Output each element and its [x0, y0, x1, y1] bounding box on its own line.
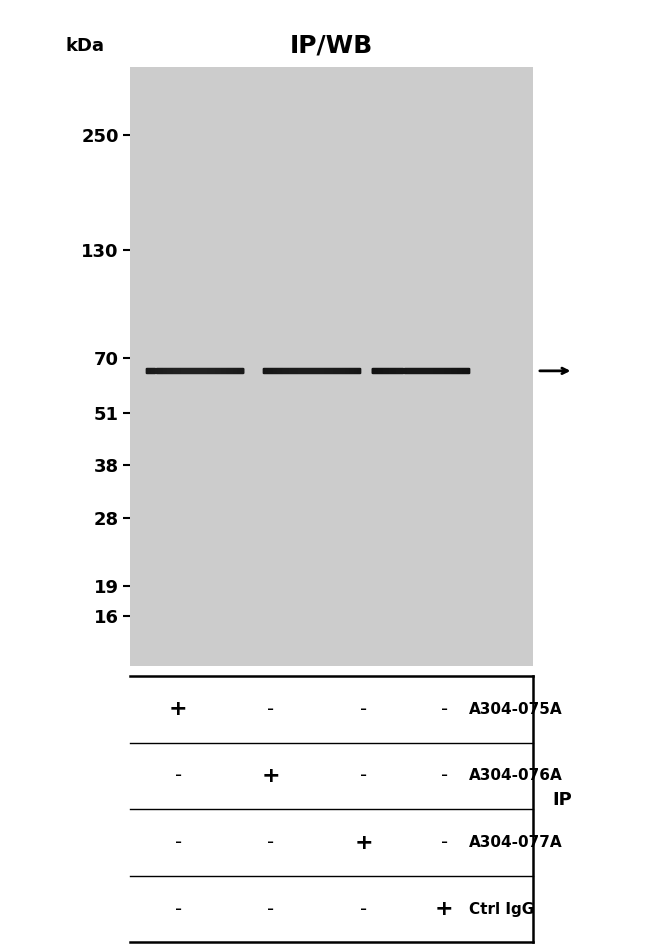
Text: +: + [435, 899, 454, 920]
Text: -: - [441, 700, 448, 719]
Text: +: + [262, 765, 280, 786]
Text: +: + [169, 699, 188, 720]
Text: +: + [354, 832, 373, 853]
Text: Ctrl IgG: Ctrl IgG [469, 902, 534, 917]
Text: -: - [175, 900, 182, 919]
Text: -: - [175, 766, 182, 785]
Text: IP: IP [552, 791, 572, 808]
Title: IP/WB: IP/WB [290, 33, 373, 58]
Text: A304-075A: A304-075A [469, 702, 562, 717]
Text: -: - [268, 900, 274, 919]
Text: -: - [360, 900, 367, 919]
Text: -: - [360, 766, 367, 785]
Text: -: - [268, 700, 274, 719]
Text: -: - [175, 833, 182, 852]
Text: A304-076A: A304-076A [469, 768, 562, 783]
Text: -: - [268, 833, 274, 852]
Text: -: - [360, 700, 367, 719]
Text: -: - [441, 766, 448, 785]
Text: kDa: kDa [66, 36, 105, 54]
Text: A304-077A: A304-077A [469, 835, 562, 850]
Text: -: - [441, 833, 448, 852]
